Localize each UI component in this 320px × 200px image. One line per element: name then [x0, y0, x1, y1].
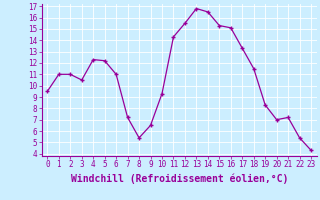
- X-axis label: Windchill (Refroidissement éolien,°C): Windchill (Refroidissement éolien,°C): [70, 173, 288, 184]
